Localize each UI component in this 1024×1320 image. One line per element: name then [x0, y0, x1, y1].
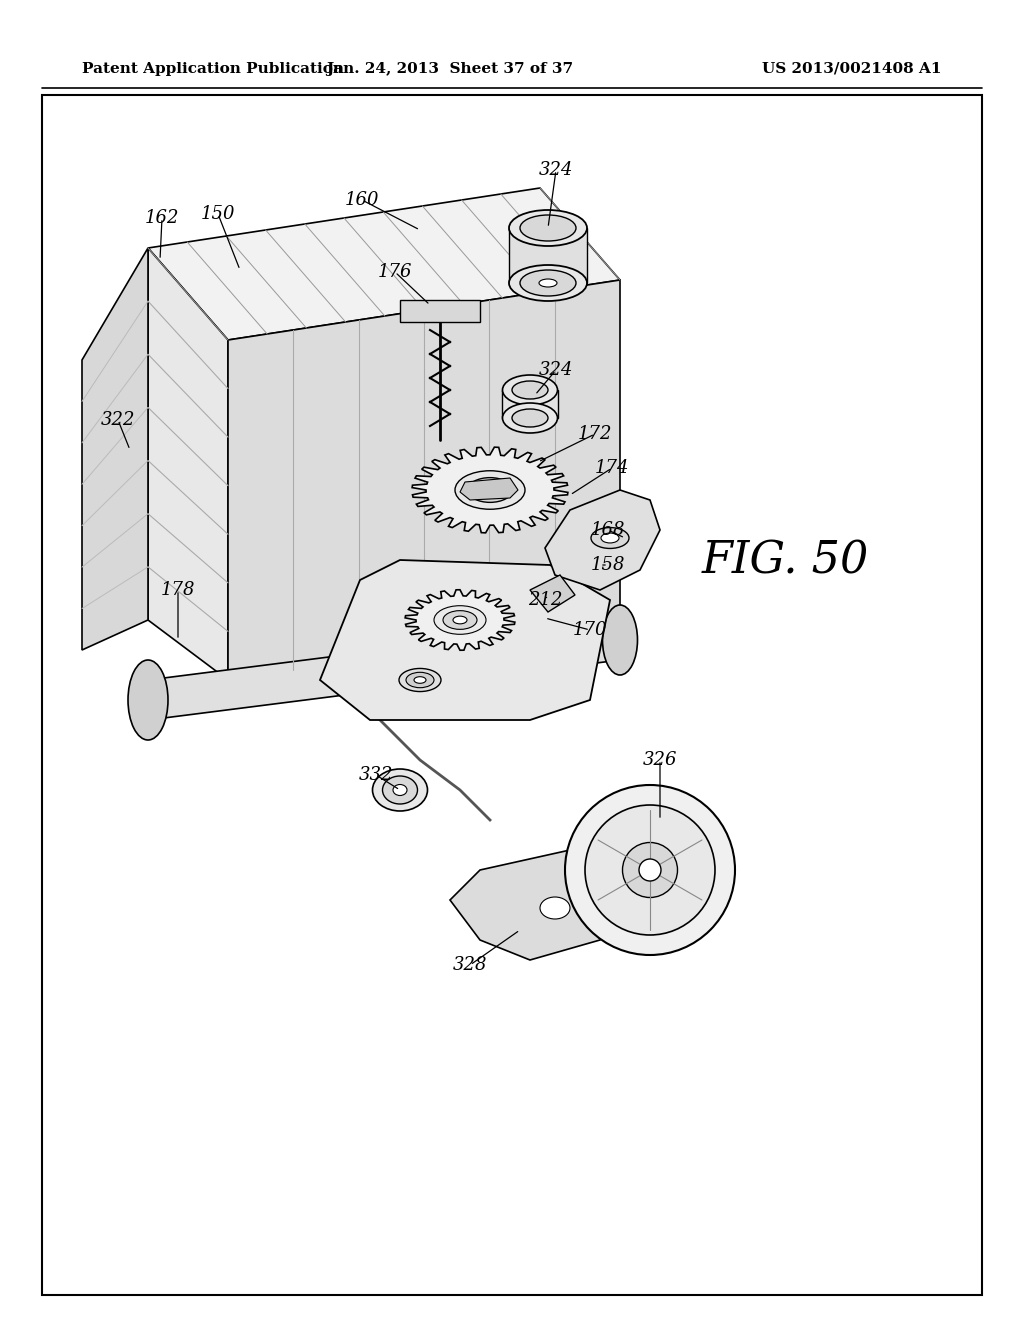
Ellipse shape — [639, 859, 662, 880]
Ellipse shape — [393, 784, 407, 796]
Ellipse shape — [383, 776, 418, 804]
Text: 162: 162 — [144, 209, 179, 227]
Text: 170: 170 — [572, 620, 607, 639]
Text: 150: 150 — [201, 205, 236, 223]
Ellipse shape — [591, 528, 629, 548]
Ellipse shape — [399, 668, 441, 692]
Ellipse shape — [455, 471, 525, 510]
Ellipse shape — [128, 660, 168, 741]
Text: 322: 322 — [100, 411, 135, 429]
Text: 174: 174 — [595, 459, 630, 477]
Ellipse shape — [443, 611, 477, 630]
Text: 178: 178 — [161, 581, 196, 599]
Ellipse shape — [414, 677, 426, 684]
Polygon shape — [228, 280, 620, 680]
Polygon shape — [450, 850, 640, 960]
Polygon shape — [530, 576, 575, 612]
Text: Patent Application Publication: Patent Application Publication — [82, 62, 344, 77]
Ellipse shape — [406, 672, 434, 688]
Ellipse shape — [509, 210, 587, 246]
Ellipse shape — [520, 271, 575, 296]
Text: 212: 212 — [527, 591, 562, 609]
Ellipse shape — [512, 409, 548, 426]
Text: 324: 324 — [539, 360, 573, 379]
Ellipse shape — [512, 381, 548, 399]
Polygon shape — [509, 228, 587, 282]
Polygon shape — [319, 560, 610, 719]
Polygon shape — [400, 300, 480, 322]
Ellipse shape — [565, 785, 735, 954]
Text: 176: 176 — [378, 263, 413, 281]
Text: 324: 324 — [539, 161, 573, 180]
Ellipse shape — [520, 215, 575, 242]
Ellipse shape — [468, 478, 512, 503]
Polygon shape — [545, 490, 660, 590]
Polygon shape — [406, 590, 515, 651]
Polygon shape — [82, 248, 148, 649]
Ellipse shape — [503, 375, 557, 405]
Polygon shape — [148, 187, 620, 341]
Ellipse shape — [623, 842, 678, 898]
Polygon shape — [148, 620, 620, 719]
Text: FIG. 50: FIG. 50 — [701, 540, 868, 582]
Polygon shape — [460, 478, 518, 500]
Polygon shape — [148, 248, 228, 680]
Text: 326: 326 — [643, 751, 677, 770]
Text: 332: 332 — [358, 766, 393, 784]
Text: 158: 158 — [591, 556, 626, 574]
Text: 328: 328 — [453, 956, 487, 974]
Ellipse shape — [539, 279, 557, 286]
Ellipse shape — [509, 265, 587, 301]
Ellipse shape — [453, 616, 467, 624]
Ellipse shape — [503, 403, 557, 433]
Text: Jan. 24, 2013  Sheet 37 of 37: Jan. 24, 2013 Sheet 37 of 37 — [327, 62, 573, 77]
Ellipse shape — [540, 898, 570, 919]
Polygon shape — [502, 389, 558, 418]
Text: 168: 168 — [591, 521, 626, 539]
Ellipse shape — [434, 606, 486, 635]
Ellipse shape — [602, 605, 638, 675]
Text: 160: 160 — [345, 191, 379, 209]
Ellipse shape — [585, 805, 715, 935]
Text: 172: 172 — [578, 425, 612, 444]
Ellipse shape — [373, 770, 427, 810]
Polygon shape — [412, 447, 568, 533]
Ellipse shape — [601, 533, 618, 543]
Ellipse shape — [481, 484, 499, 495]
Text: US 2013/0021408 A1: US 2013/0021408 A1 — [763, 62, 942, 77]
